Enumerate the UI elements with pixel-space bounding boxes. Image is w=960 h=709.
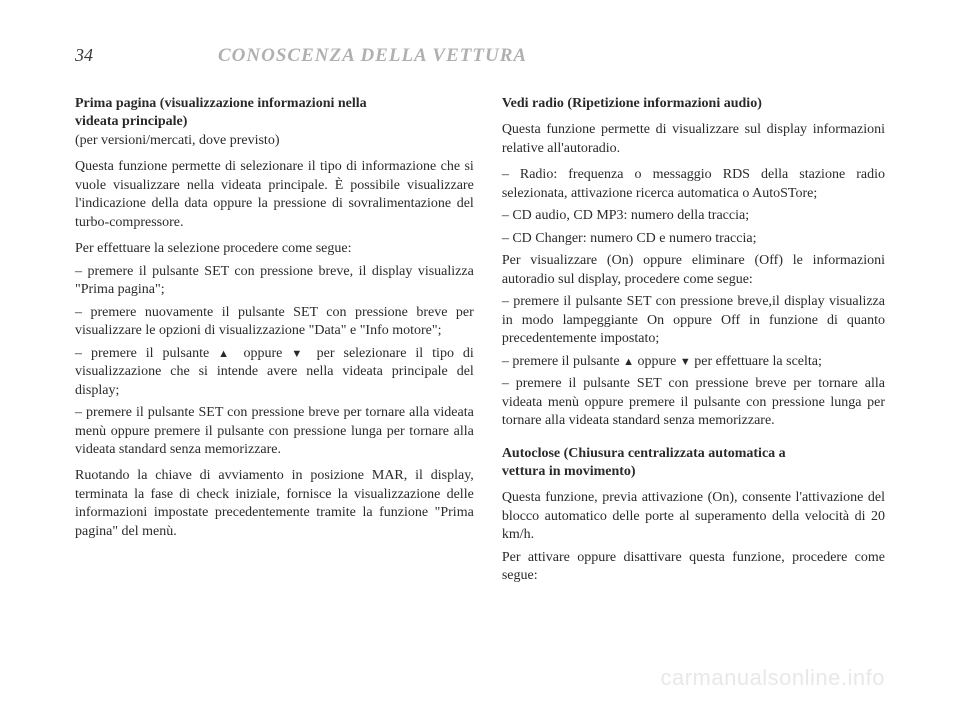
triangle-down-icon <box>680 354 691 369</box>
right-heading-2-line1: Autoclose (Chiusura centralizzata automa… <box>502 445 885 463</box>
right-para-5: Per visualizzare (On) oppure eliminare (… <box>502 252 885 289</box>
section-title: CONOSCENZA DELLA VETTURA <box>218 45 527 67</box>
watermark-text: carmanualsonline.info <box>660 665 885 691</box>
content-columns: Prima pagina (visualizzazione informazio… <box>75 95 885 594</box>
left-para-5b: oppure <box>235 346 292 361</box>
right-para-7: – premere il pulsante oppure per effettu… <box>502 353 885 371</box>
left-column: Prima pagina (visualizzazione informazio… <box>75 95 474 594</box>
right-para-8: – premere il pulsante SET con pressione … <box>502 375 885 430</box>
manual-page: 34 CONOSCENZA DELLA VETTURA Prima pagina… <box>0 0 960 709</box>
triangle-up-icon <box>218 346 234 361</box>
right-column: Vedi radio (Ripetizione informazioni aud… <box>502 95 885 594</box>
page-header: 34 CONOSCENZA DELLA VETTURA <box>75 45 885 67</box>
left-subhead: (per versioni/mercati, dove previsto) <box>75 132 474 150</box>
left-para-7: Ruotando la chiave di avviamento in posi… <box>75 467 474 541</box>
left-heading-line2: videata principale) <box>75 113 474 131</box>
left-heading-line1: Prima pagina (visualizzazione informazio… <box>75 95 474 113</box>
right-para-4: – CD Changer: numero CD e numero traccia… <box>502 230 885 248</box>
right-para-7c: per effettuare la scelta; <box>691 354 822 369</box>
left-para-3: – premere il pulsante SET con pressione … <box>75 263 474 300</box>
left-para-5: – premere il pulsante oppure per selezio… <box>75 345 474 400</box>
triangle-down-icon <box>291 346 307 361</box>
left-para-5a: – premere il pulsante <box>75 346 218 361</box>
left-para-4: – premere nuovamente il pulsante SET con… <box>75 304 474 341</box>
right-para-3: – CD audio, CD MP3: numero della traccia… <box>502 207 885 225</box>
left-para-1: Questa funzione permette di selezionare … <box>75 158 474 232</box>
left-para-6: – premere il pulsante SET con pressione … <box>75 404 474 459</box>
triangle-up-icon <box>623 354 634 369</box>
right-heading-1: Vedi radio (Ripetizione informazioni aud… <box>502 95 885 113</box>
right-para-1: Questa funzione permette di visualizzare… <box>502 121 885 158</box>
right-heading-2-line2: vettura in movimento) <box>502 463 885 481</box>
right-para-6: – premere il pulsante SET con pressione … <box>502 293 885 348</box>
page-number: 34 <box>75 45 93 66</box>
right-para-7a: – premere il pulsante <box>502 354 623 369</box>
right-para-9: Questa funzione, previa attivazione (On)… <box>502 489 885 544</box>
left-para-2: Per effettuare la selezione procedere co… <box>75 240 474 258</box>
right-para-10: Per attivare oppure disattivare questa f… <box>502 549 885 586</box>
right-para-2: – Radio: frequenza o messaggio RDS della… <box>502 166 885 203</box>
right-para-7b: oppure <box>634 354 680 369</box>
